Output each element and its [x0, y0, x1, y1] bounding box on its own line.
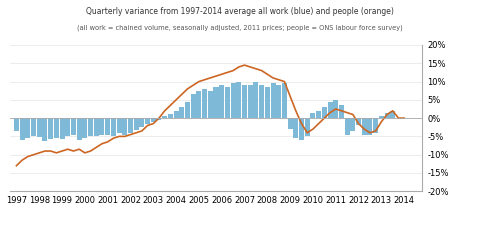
Bar [25, 118, 30, 138]
Bar [230, 83, 236, 118]
Bar [276, 85, 281, 118]
Bar [311, 113, 315, 118]
Bar [99, 118, 105, 135]
Bar [379, 116, 384, 118]
Bar [248, 85, 252, 118]
Bar [168, 115, 173, 118]
Bar [384, 113, 390, 118]
Bar [390, 111, 395, 118]
Bar [299, 118, 304, 140]
Bar [316, 111, 321, 118]
Bar [293, 118, 299, 138]
Bar [14, 118, 19, 131]
Bar [88, 118, 93, 136]
Bar [339, 105, 344, 118]
Bar [242, 85, 247, 118]
Bar [225, 87, 230, 118]
Bar [122, 118, 127, 135]
Bar [77, 118, 82, 140]
Bar [20, 118, 24, 140]
Bar [60, 118, 65, 139]
Bar [362, 118, 367, 135]
Bar [356, 118, 361, 126]
Bar [162, 116, 167, 118]
Bar [174, 111, 179, 118]
Bar [156, 118, 161, 120]
Bar [111, 118, 116, 136]
Bar [265, 87, 270, 118]
Bar [128, 118, 133, 133]
Bar [48, 118, 53, 139]
Bar [271, 83, 276, 118]
Bar [151, 118, 156, 122]
Bar [65, 118, 70, 136]
Bar [350, 118, 355, 131]
Bar [31, 118, 36, 136]
Bar [42, 118, 48, 141]
Bar [37, 118, 42, 137]
Bar [94, 118, 99, 136]
Bar [214, 87, 218, 118]
Bar [219, 85, 224, 118]
Bar [305, 118, 310, 136]
Bar [333, 100, 338, 118]
Bar [117, 118, 121, 133]
Bar [71, 118, 76, 135]
Bar [282, 83, 287, 118]
Text: Quarterly variance from 1997-2014 average all work (blue) and people (orange): Quarterly variance from 1997-2014 averag… [86, 7, 394, 16]
Bar [185, 102, 190, 118]
Bar [322, 107, 327, 118]
Bar [236, 82, 241, 118]
Bar [288, 118, 293, 129]
Bar [105, 118, 110, 135]
Bar [345, 118, 349, 135]
Bar [139, 118, 144, 127]
Bar [133, 118, 139, 130]
Bar [196, 91, 202, 118]
Bar [54, 118, 59, 138]
Bar [259, 85, 264, 118]
Bar [202, 89, 207, 118]
Bar [191, 94, 196, 118]
Bar [83, 118, 87, 138]
Bar [373, 118, 378, 133]
Bar [253, 82, 258, 118]
Bar [208, 91, 213, 118]
Bar [327, 102, 333, 118]
Bar [145, 118, 150, 124]
Bar [180, 107, 184, 118]
Bar [367, 118, 372, 135]
Text: (all work = chained volume, seasonally adjusted, 2011 prices; people = ONS labou: (all work = chained volume, seasonally a… [77, 25, 403, 31]
